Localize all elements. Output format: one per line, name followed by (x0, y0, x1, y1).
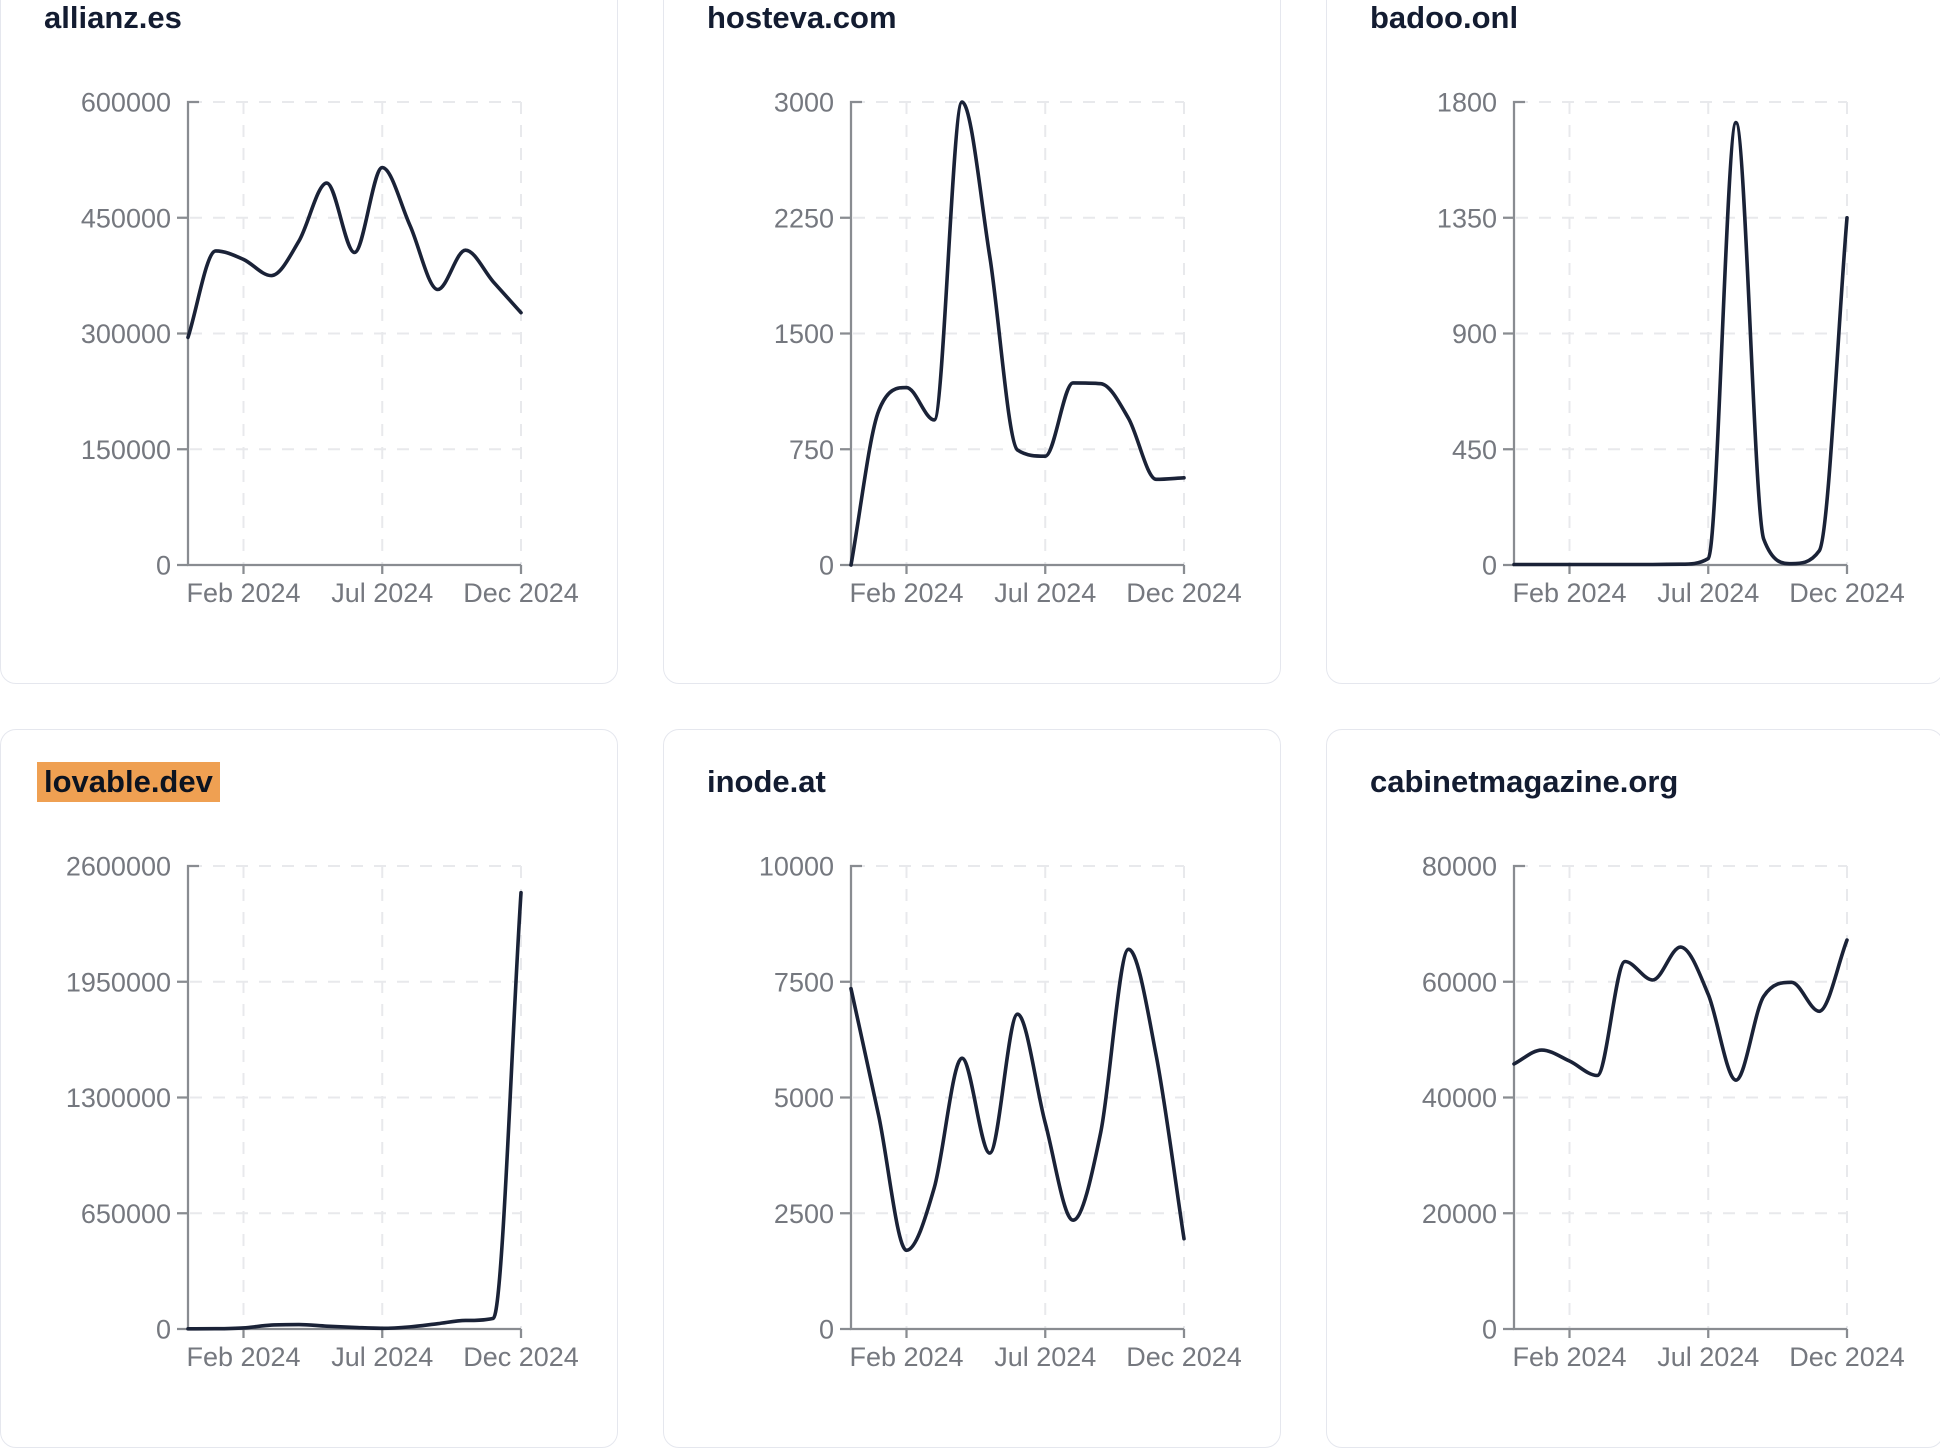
y-tick-label: 5000 (774, 1083, 834, 1113)
y-tick-label: 2600000 (66, 852, 171, 882)
x-tick-label: Feb 2024 (1512, 1342, 1626, 1372)
series-line (1512, 938, 1849, 1082)
x-tick-label: Dec 2024 (1126, 578, 1242, 608)
y-tick-label: 450 (1452, 435, 1497, 465)
line-chart: 0 650000 1300000 1950000 2600000 Feb 2024 Jul … (66, 852, 579, 1373)
y-tick-label: 2500 (774, 1199, 834, 1229)
y-tick-label: 1300000 (66, 1083, 171, 1113)
y-tick-label: 7500 (774, 967, 834, 997)
y-tick-label: 450000 (81, 203, 171, 233)
y-tick-label: 1800 (1437, 88, 1497, 118)
x-tick-label: Feb 2024 (186, 578, 300, 608)
chart-title: allianz.es (44, 0, 182, 35)
x-tick-label: Feb 2024 (1512, 578, 1626, 608)
y-tick-label: 900 (1452, 319, 1497, 349)
x-tick-label: Dec 2024 (1789, 578, 1905, 608)
y-tick-label: 0 (156, 1315, 171, 1345)
series-line (849, 100, 1186, 567)
x-tick-label: Dec 2024 (463, 578, 579, 608)
y-tick-label: 2250 (774, 203, 834, 233)
x-tick-label: Jul 2024 (994, 578, 1096, 608)
x-tick-label: Dec 2024 (463, 1342, 579, 1372)
y-tick-label: 1950000 (66, 967, 171, 997)
y-tick-label: 650000 (81, 1199, 171, 1229)
y-tick-label: 40000 (1422, 1083, 1497, 1113)
line-chart: 0 450 900 1350 1800 Feb 2024 Jul 2024 Dec 2024 (1437, 88, 1905, 609)
y-tick-label: 0 (1482, 1315, 1497, 1345)
chart-card-badoo: badoo.onl 0 450 900 1350 1800 Feb 2024 Jul 202… (1326, 0, 1940, 684)
series-line (186, 165, 523, 340)
y-tick-label: 1350 (1437, 203, 1497, 233)
chart-card-cabinetmagazine: cabinetmagazine.org 0 20000 40000 60000 8000… (1326, 729, 1940, 1448)
series-line (849, 947, 1186, 1253)
y-tick-label: 20000 (1422, 1199, 1497, 1229)
x-tick-label: Jul 2024 (331, 1342, 433, 1372)
chart-card-inode: inode.at 0 2500 5000 7500 10000 Feb 2024 Jul 2… (663, 729, 1281, 1448)
chart-card-allianz: allianz.es 0 150000 300000 450000 600000 Feb … (0, 0, 618, 684)
x-tick-label: Feb 2024 (849, 578, 963, 608)
x-tick-label: Feb 2024 (186, 1342, 300, 1372)
y-tick-label: 0 (819, 551, 834, 581)
line-chart: 0 2500 5000 7500 10000 Feb 2024 Jul 2024 Dec 20… (759, 852, 1242, 1373)
y-tick-label: 0 (1482, 551, 1497, 581)
x-tick-label: Jul 2024 (1657, 578, 1759, 608)
x-tick-label: Feb 2024 (849, 1342, 963, 1372)
y-tick-label: 0 (156, 551, 171, 581)
y-tick-label: 60000 (1422, 967, 1497, 997)
y-tick-label: 300000 (81, 319, 171, 349)
y-tick-label: 150000 (81, 435, 171, 465)
y-tick-label: 10000 (759, 852, 834, 882)
chart-title: cabinetmagazine.org (1370, 764, 1679, 799)
line-chart: 0 150000 300000 450000 600000 Feb 2024 Jul 202… (81, 88, 579, 609)
series-line (186, 890, 523, 1331)
chart-card-lovable: lovable.dev 0 650000 1300000 1950000 2600000… (0, 729, 618, 1448)
x-tick-label: Dec 2024 (1789, 1342, 1905, 1372)
y-tick-label: 1500 (774, 319, 834, 349)
y-tick-label: 80000 (1422, 852, 1497, 882)
x-tick-label: Jul 2024 (1657, 1342, 1759, 1372)
y-tick-label: 0 (819, 1315, 834, 1345)
chart-title-highlighted: lovable.dev (37, 762, 220, 802)
chart-title: hosteva.com (707, 0, 897, 35)
y-tick-label: 3000 (774, 88, 834, 118)
y-tick-label: 600000 (81, 88, 171, 118)
x-tick-label: Jul 2024 (331, 578, 433, 608)
series-line (1512, 120, 1849, 567)
chart-title: badoo.onl (1370, 0, 1519, 35)
line-chart: 0 750 1500 2250 3000 Feb 2024 Jul 2024 Dec 2024 (774, 88, 1242, 609)
x-tick-label: Dec 2024 (1126, 1342, 1242, 1372)
chart-title: inode.at (707, 764, 826, 799)
x-tick-label: Jul 2024 (994, 1342, 1096, 1372)
y-tick-label: 750 (789, 435, 834, 465)
line-chart: 0 20000 40000 60000 80000 Feb 2024 Jul 2024 Dec… (1422, 852, 1905, 1373)
chart-card-hosteva: hosteva.com 0 750 1500 2250 3000 Feb 2024 Jul … (663, 0, 1281, 684)
